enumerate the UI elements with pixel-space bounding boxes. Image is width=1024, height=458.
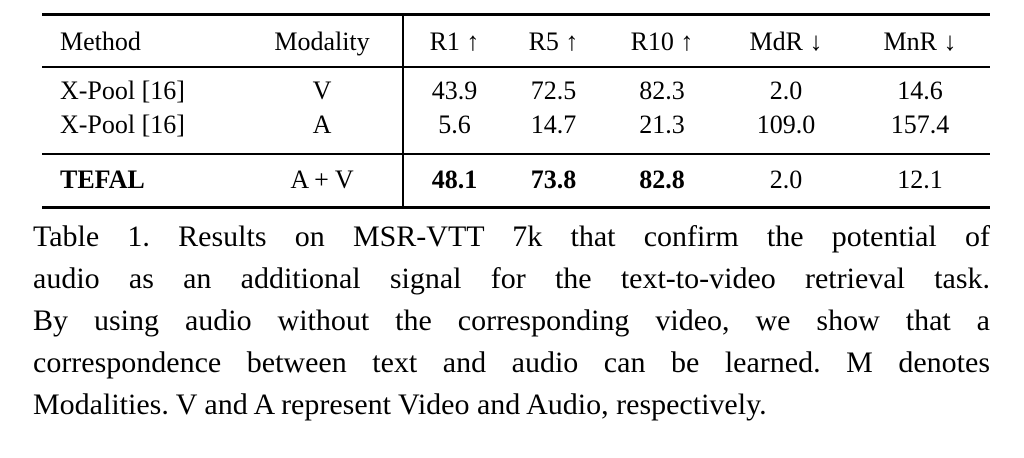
cell-modality: A + V bbox=[290, 165, 354, 194]
cell-r5: 14.7 bbox=[530, 110, 577, 139]
caption-line: Modalities. V and A represent Video and … bbox=[33, 388, 767, 421]
column-header-mnr: MnR ↓ bbox=[883, 27, 957, 56]
cell-mnr: 157.4 bbox=[890, 110, 950, 139]
cell-mnr: 12.1 bbox=[897, 165, 943, 194]
cell-modality: V bbox=[312, 76, 332, 105]
cell-r5: 73.8 bbox=[530, 165, 577, 194]
cell-mdr: 109.0 bbox=[756, 110, 816, 139]
cell-r5: 72.5 bbox=[530, 76, 577, 105]
cell-method: TEFAL bbox=[60, 165, 145, 194]
caption-line: correspondence between text and audio ca… bbox=[33, 346, 990, 379]
table-row: TEFAL A + V 48.1 73.8 82.8 2.0 12.1 bbox=[42, 154, 990, 208]
column-header-mdr: MdR ↓ bbox=[749, 27, 823, 56]
table-header-row: Method Modality R1 ↑ R5 ↑ R10 ↑ MdR ↓ MnR ↓ bbox=[42, 14, 990, 67]
column-header-r10: R10 ↑ bbox=[630, 27, 694, 56]
column-header-method: Method bbox=[60, 27, 141, 56]
cell-r1: 48.1 bbox=[402, 154, 505, 208]
caption-line: By using audio without the corresponding… bbox=[33, 304, 990, 337]
results-table: Method Modality R1 ↑ R5 ↑ R10 ↑ MdR ↓ MnR ↓ X-… bbox=[42, 13, 990, 209]
column-header-r1: R1 ↑ bbox=[402, 14, 505, 67]
column-header-r5: R5 ↑ bbox=[528, 27, 579, 56]
table-row: X-Pool [16] A 5.6 14.7 21.3 109.0 157.4 bbox=[42, 108, 990, 154]
cell-r1: 43.9 bbox=[402, 67, 505, 108]
table-row: X-Pool [16] V 43.9 72.5 82.3 2.0 14.6 bbox=[42, 67, 990, 108]
cell-mdr: 2.0 bbox=[769, 76, 803, 105]
cell-mnr: 14.6 bbox=[897, 76, 943, 105]
caption-line: Table 1. Results on MSR-VTT 7k that conf… bbox=[33, 220, 990, 253]
cell-r10: 82.8 bbox=[639, 165, 685, 194]
cell-modality: A bbox=[312, 110, 332, 139]
caption-line: audio as an additional signal for the te… bbox=[33, 262, 990, 295]
cell-r1: 5.6 bbox=[402, 108, 505, 154]
cell-r10: 21.3 bbox=[639, 110, 685, 139]
cell-method: X-Pool [16] bbox=[60, 110, 185, 139]
column-header-modality: Modality bbox=[274, 27, 370, 56]
results-table-grid: Method Modality R1 ↑ R5 ↑ R10 ↑ MdR ↓ MnR ↓ X-… bbox=[42, 13, 990, 209]
table-caption: Table 1. Results on MSR-VTT 7k that conf… bbox=[33, 216, 990, 426]
cell-r10: 82.3 bbox=[639, 76, 685, 105]
cell-mdr: 2.0 bbox=[769, 165, 803, 194]
cell-method: X-Pool [16] bbox=[60, 76, 185, 105]
